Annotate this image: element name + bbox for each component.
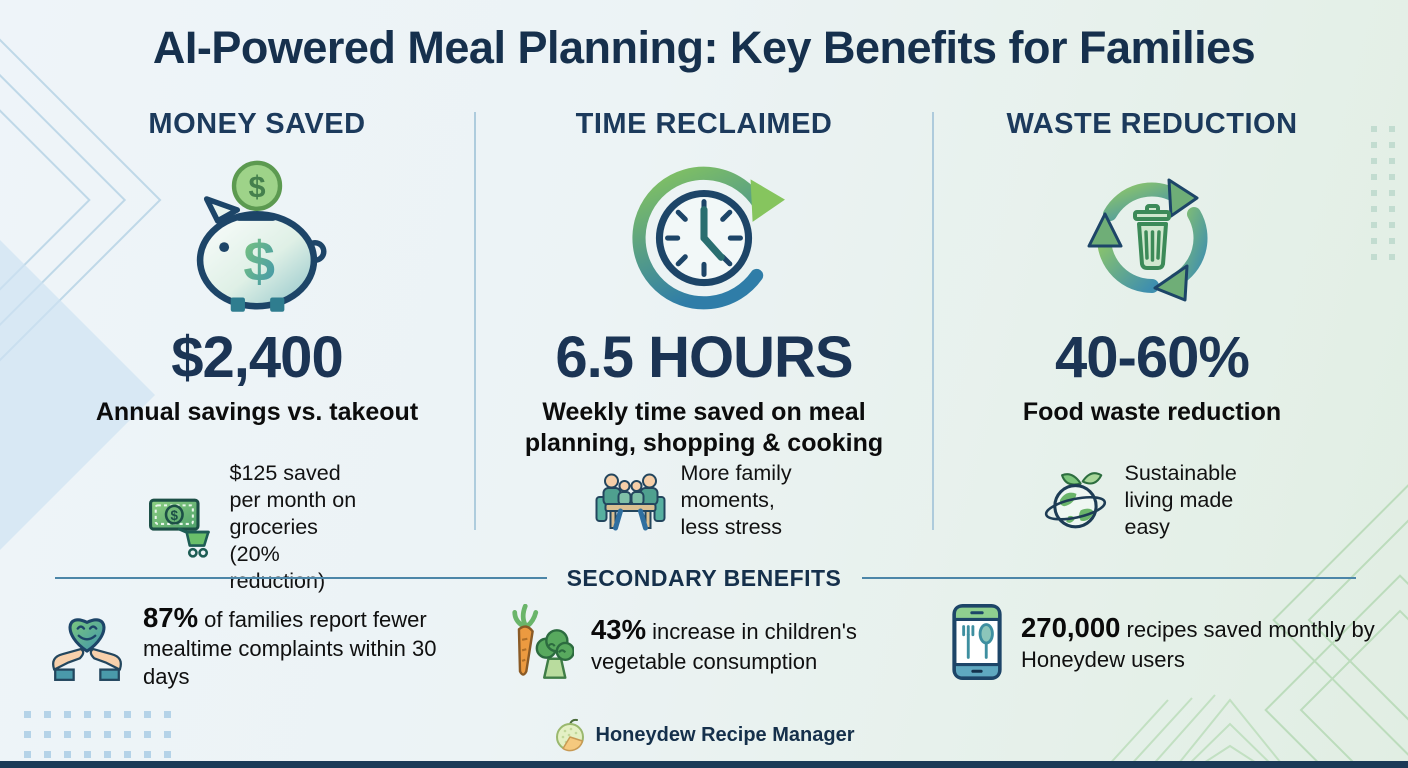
column-divider-1 — [474, 112, 476, 530]
secondary-divider-right — [862, 577, 1356, 579]
secondary-stat: 43% — [591, 614, 647, 646]
column-waste-reduction: WASTE REDUCTION — [935, 108, 1369, 539]
secondary-rest: of families report fewer mealtime compla… — [143, 607, 437, 690]
secondary-header: SECONDARY BENEFITS — [566, 565, 842, 591]
column-time-reclaimed: TIME RECLAIMED — [487, 108, 921, 539]
clock-refresh-arrow-icon — [621, 145, 787, 323]
column-divider-2 — [932, 112, 934, 530]
footer-brand: Honeydew Recipe Manager — [0, 718, 1408, 752]
main-stat-label: Weekly time saved on meal planning, shop… — [524, 398, 884, 457]
globe-leaves-icon — [1044, 467, 1110, 533]
main-stat-label: Food waste reduction — [1022, 398, 1282, 426]
money-bill-cart-icon: $ — [149, 494, 215, 560]
secondary-text: 43% increase in children's vegetable con… — [591, 612, 921, 675]
dot-grid-top-right — [1371, 126, 1395, 260]
secondary-text: 87% of families report fewer mealtime co… — [143, 600, 473, 692]
detail-sustainable: Sustainable living made easy — [1044, 460, 1261, 541]
column-money-saved: MONEY SAVED $ — [40, 108, 474, 593]
svg-text:$: $ — [171, 508, 179, 523]
secondary-item-recipes: 270,000 recipes saved monthly by Honeyde… — [950, 604, 1390, 680]
column-header: MONEY SAVED — [148, 108, 366, 140]
detail-text: More family moments, less stress — [680, 461, 792, 539]
family-dinner-table-icon — [595, 469, 666, 531]
secondary-item-vegetables: 43% increase in children's vegetable con… — [506, 604, 944, 684]
column-header: TIME RECLAIMED — [575, 108, 833, 140]
column-header: WASTE REDUCTION — [1006, 108, 1298, 140]
dot-grid-bottom-left — [24, 711, 171, 758]
carrot-broccoli-icon — [506, 604, 574, 684]
svg-text:$: $ — [243, 230, 275, 294]
secondary-rest: recipes saved monthly by Honeydew users — [1021, 617, 1375, 672]
svg-text:$: $ — [248, 170, 265, 204]
detail-text: Sustainable living made easy — [1124, 461, 1237, 539]
secondary-divider-left — [55, 577, 547, 579]
secondary-stat: 270,000 — [1021, 612, 1121, 644]
piggy-bank-coin-icon: $ $ — [178, 145, 336, 323]
honeydew-melon-icon — [554, 718, 586, 752]
main-stat: $2,400 — [171, 325, 343, 390]
secondary-stat: 87% — [143, 602, 199, 633]
detail-money: $ $125 saved per month on groceries (20%… — [149, 460, 366, 594]
heart-in-hands-icon — [48, 606, 126, 686]
page-title: AI-Powered Meal Planning: Key Benefits f… — [152, 22, 1256, 73]
recycle-trash-icon — [1072, 145, 1232, 323]
recipe-phone-icon — [950, 604, 1004, 680]
detail-text: $125 saved per month on groceries (20% r… — [229, 461, 357, 593]
secondary-rest: increase in children's vegetable consump… — [591, 619, 857, 674]
main-stat: 6.5 HOURS — [555, 325, 853, 390]
detail-family: More family moments, less stress — [595, 460, 813, 541]
main-stat: 40-60% — [1055, 325, 1250, 390]
secondary-item-mealtime: 87% of families report fewer mealtime co… — [48, 600, 478, 692]
secondary-text: 270,000 recipes saved monthly by Honeyde… — [1021, 610, 1381, 673]
bottom-accent-bar — [0, 761, 1408, 768]
footer-brand-label: Honeydew Recipe Manager — [595, 723, 855, 746]
main-stat-label: Annual savings vs. takeout — [95, 398, 419, 426]
